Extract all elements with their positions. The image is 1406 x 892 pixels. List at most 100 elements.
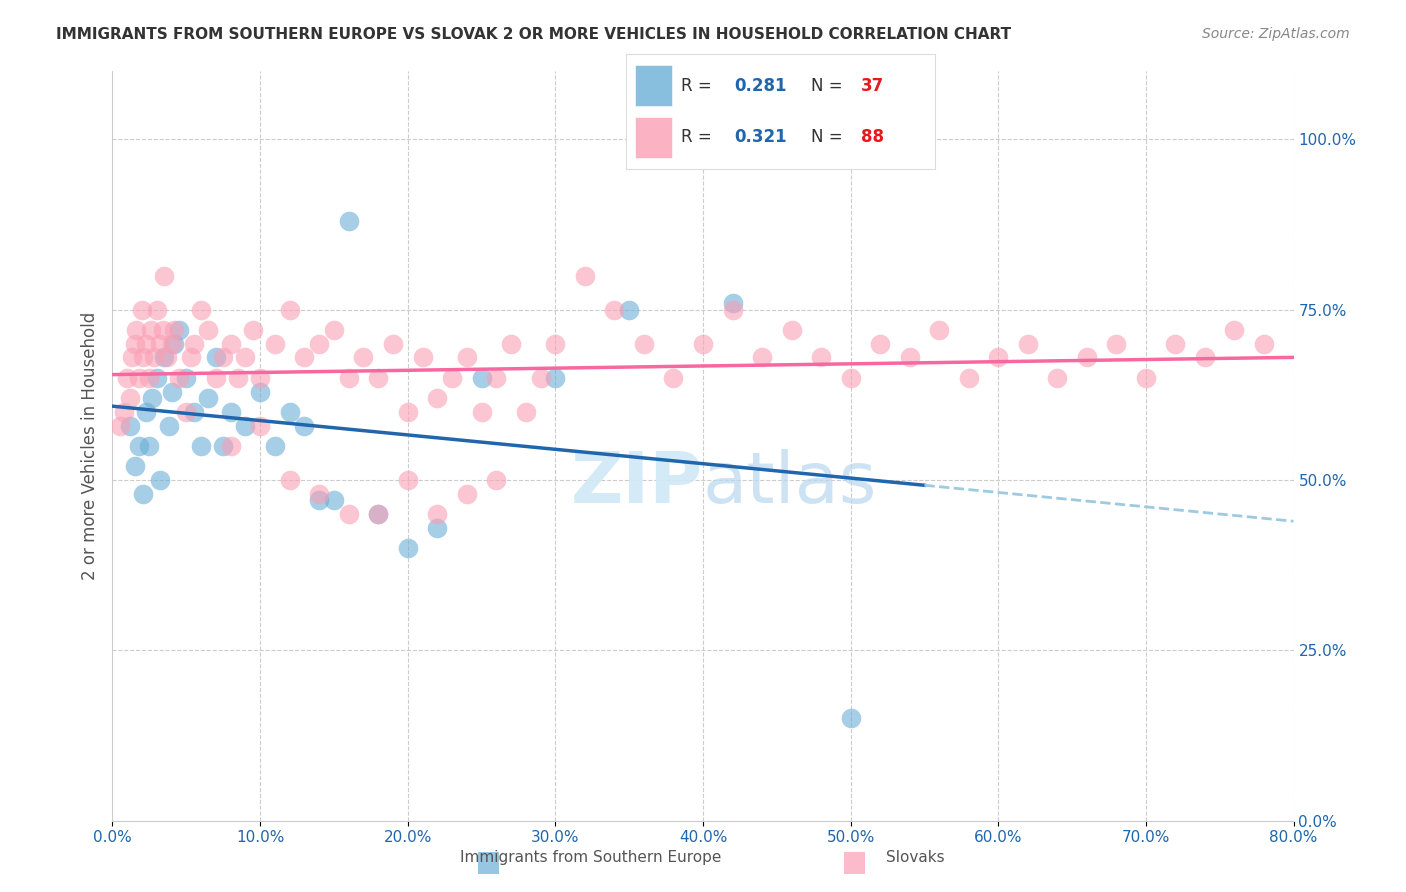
Point	[212, 351, 235, 365]
Point	[544, 336, 567, 351]
Point	[128, 439, 150, 453]
Point	[1194, 351, 1216, 365]
Point	[242, 323, 264, 337]
Point	[810, 351, 832, 365]
Point	[180, 351, 202, 365]
Point	[367, 507, 389, 521]
Point	[249, 418, 271, 433]
Point	[501, 336, 523, 351]
Point	[721, 302, 744, 317]
Point	[337, 507, 360, 521]
Point	[323, 493, 346, 508]
Point	[308, 493, 330, 508]
Point	[1223, 323, 1246, 337]
Point	[249, 384, 271, 399]
Point	[157, 418, 180, 433]
Point	[292, 418, 315, 433]
Point	[124, 336, 146, 351]
Point	[264, 336, 287, 351]
Point	[112, 405, 135, 419]
Point	[128, 371, 150, 385]
Point	[603, 302, 626, 317]
Point	[212, 439, 235, 453]
Bar	[636, 65, 672, 106]
Point	[160, 336, 183, 351]
Point	[249, 371, 271, 385]
Point	[132, 486, 155, 500]
Point	[135, 405, 157, 419]
Point	[278, 473, 301, 487]
Point	[233, 351, 256, 365]
Point	[163, 323, 186, 337]
Point	[183, 336, 205, 351]
Point	[197, 392, 219, 406]
Point	[574, 268, 596, 283]
Text: 0.281: 0.281	[734, 77, 786, 95]
Point	[124, 459, 146, 474]
Point	[456, 486, 478, 500]
Text: N =: N =	[811, 77, 848, 95]
Bar	[636, 118, 672, 158]
Point	[174, 405, 197, 419]
Point	[470, 371, 494, 385]
Point	[426, 507, 449, 521]
Point	[205, 351, 228, 365]
Point	[138, 371, 160, 385]
Point	[139, 323, 162, 337]
Point	[544, 371, 567, 385]
Point	[278, 302, 301, 317]
Y-axis label: 2 or more Vehicles in Household: 2 or more Vehicles in Household	[80, 312, 98, 580]
Text: ZIP: ZIP	[571, 449, 703, 518]
Point	[146, 371, 169, 385]
Point	[396, 541, 419, 556]
Point	[190, 439, 212, 453]
Text: 37: 37	[860, 77, 884, 95]
Point	[1164, 336, 1187, 351]
Point	[205, 371, 228, 385]
Point	[1253, 336, 1275, 351]
Point	[190, 302, 212, 317]
Point	[146, 302, 169, 317]
Text: Source: ZipAtlas.com: Source: ZipAtlas.com	[1202, 27, 1350, 41]
Point	[426, 521, 449, 535]
Point	[721, 296, 744, 310]
Point	[898, 351, 921, 365]
Text: 0.321: 0.321	[734, 128, 786, 146]
Point	[163, 336, 186, 351]
Point	[149, 336, 172, 351]
Text: IMMIGRANTS FROM SOUTHERN EUROPE VS SLOVAK 2 OR MORE VEHICLES IN HOUSEHOLD CORREL: IMMIGRANTS FROM SOUTHERN EUROPE VS SLOVA…	[56, 27, 1011, 42]
Text: Slovaks: Slovaks	[886, 850, 945, 865]
Point	[153, 268, 176, 283]
Point	[142, 351, 165, 365]
Point	[264, 439, 287, 453]
Point	[125, 323, 148, 337]
Point	[456, 351, 478, 365]
Text: R =: R =	[682, 128, 717, 146]
Point	[426, 392, 449, 406]
Point	[1105, 336, 1128, 351]
Point	[323, 323, 346, 337]
Point	[167, 323, 190, 337]
Point	[529, 371, 551, 385]
Point	[131, 302, 153, 317]
Point	[780, 323, 803, 337]
Point	[337, 214, 360, 228]
Point	[120, 392, 142, 406]
Point	[441, 371, 464, 385]
Point	[117, 371, 138, 385]
Point	[515, 405, 537, 419]
Point	[219, 405, 242, 419]
Point	[160, 384, 183, 399]
Point	[987, 351, 1010, 365]
Point	[367, 371, 389, 385]
Point	[219, 336, 242, 351]
Point	[132, 351, 155, 365]
Point	[135, 336, 157, 351]
Point	[292, 351, 315, 365]
Point	[167, 371, 190, 385]
Point	[412, 351, 434, 365]
Point	[751, 351, 773, 365]
Point	[121, 351, 143, 365]
Point	[839, 371, 862, 385]
Text: R =: R =	[682, 77, 717, 95]
